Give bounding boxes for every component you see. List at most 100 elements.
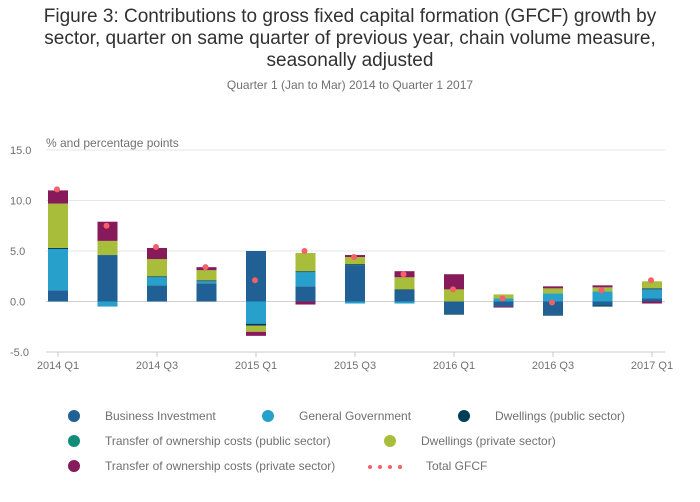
legend-swatch: [368, 465, 424, 469]
x-tick-label: 2016 Q3: [532, 360, 574, 372]
bar-segment: [295, 253, 316, 272]
y-tick-label: 10.0: [10, 196, 31, 208]
legend-swatch: [68, 460, 80, 472]
bar-segment: [147, 277, 167, 286]
x-tick-label: 2015 Q1: [235, 360, 277, 372]
bar-segment: [48, 247, 68, 249]
bar-segment: [345, 257, 365, 265]
legend-label: General Government: [299, 409, 412, 423]
bar-segment: [642, 289, 662, 299]
legend-label: Dwellings (public sector): [495, 409, 626, 423]
bar-segment: [543, 314, 563, 316]
bar-segment: [543, 293, 563, 302]
total-gfcf-point: [103, 222, 110, 229]
chart-plot: % and percentage points 15.0 10.0 5.0 0.0 -5…: [10, 136, 673, 372]
y-tick-label: -5.0: [10, 347, 29, 359]
bar-segment: [543, 286, 563, 289]
bar-segment: [592, 291, 613, 302]
legend-swatch: [384, 435, 396, 447]
total-gfcf-point: [400, 271, 407, 278]
bar-segment: [196, 283, 217, 302]
bar-segment: [444, 289, 464, 302]
chart-title-line: Figure 3: Contributions to gross fixed c…: [43, 6, 657, 27]
total-gfcf-point: [301, 248, 308, 254]
bar-segment: [246, 331, 266, 336]
bar-segment: [444, 313, 464, 315]
bar-segment: [592, 301, 613, 306]
bar-segment: [394, 289, 415, 291]
legend-label: Dwellings (private sector): [421, 434, 556, 448]
total-gfcf-point: [450, 286, 456, 293]
bar-segment: [592, 305, 613, 307]
legend-swatch: [68, 435, 80, 447]
y-tick-label: 5.0: [10, 246, 25, 258]
bar-segment: [493, 306, 514, 308]
bar-segment: [295, 272, 316, 287]
bar-segment: [295, 271, 316, 273]
total-gfcf-point: [351, 254, 357, 261]
bar-segment: [48, 248, 68, 291]
x-tick-label: 2014 Q1: [37, 360, 79, 372]
total-gfcf-point: [54, 186, 60, 193]
bar-segment: [196, 281, 217, 284]
chart-title: Figure 3: Contributions to gross fixed c…: [0, 6, 700, 72]
bar-segment: [246, 323, 266, 326]
bar-segment: [345, 264, 365, 266]
bar-segment: [295, 301, 316, 305]
bar-segment: [147, 259, 167, 277]
bar-segment: [543, 288, 563, 294]
bar-segment: [48, 290, 68, 302]
bar-segment: [444, 274, 464, 290]
bar-segment: [147, 276, 167, 278]
bar-segment: [642, 281, 662, 289]
bar-segment: [97, 255, 118, 302]
bar-segment: [345, 265, 365, 302]
legend-swatch: [68, 410, 80, 422]
legend-swatch: [262, 410, 274, 422]
legend-label: Transfer of ownership costs (public sect…: [105, 434, 331, 448]
total-markers: [54, 186, 654, 306]
y-axis-label: % and percentage points: [46, 136, 179, 150]
legend-swatch: [458, 410, 470, 422]
x-tick-label: 2017 Q1: [631, 360, 673, 372]
bar-segment: [444, 301, 464, 314]
legend-label: Business Investment: [105, 409, 216, 423]
x-tick-label: 2014 Q3: [136, 360, 178, 372]
y-tick-labels: 15.0 10.0 5.0 0.0 -5.0: [10, 145, 31, 359]
legend: Business Investment General Government Dwe…: [0, 398, 700, 488]
bar-segment: [394, 290, 415, 302]
bar-segment: [592, 285, 613, 288]
legend-label: Transfer of ownership costs (private sec…: [105, 459, 336, 473]
bar-segment: [246, 301, 266, 324]
chart-title-line: sector, quarter on same quarter of previ…: [44, 28, 656, 49]
chart-subtitle: Quarter 1 (Jan to Mar) 2014 to Quarter 1…: [226, 78, 474, 92]
bar-segment: [97, 221, 118, 241]
bar-segment: [394, 301, 415, 304]
bars: [48, 190, 662, 336]
bar-segment: [543, 301, 563, 315]
bar-segment: [642, 301, 662, 304]
bar-segment: [345, 301, 365, 304]
total-gfcf-point: [202, 264, 209, 271]
y-tick-label: 15.0: [10, 145, 31, 157]
bar-segment: [147, 247, 167, 260]
bar-segment: [97, 301, 118, 307]
bar-segment: [196, 280, 217, 282]
total-gfcf-point: [153, 243, 159, 250]
bar-segment: [642, 288, 662, 290]
bar-segment: [493, 301, 514, 307]
bar-segment: [642, 298, 662, 302]
x-axis: 2014 Q1 2014 Q3 2015 Q1 2015 Q3 2016 Q1 2016 …: [37, 351, 673, 372]
total-gfcf-point: [499, 295, 506, 302]
y-tick-label: 0.0: [10, 297, 25, 309]
chart-title-line: seasonally adjusted: [266, 50, 434, 71]
bar-segment: [196, 270, 217, 281]
bar-segment: [48, 190, 68, 204]
bar-segment: [295, 286, 316, 302]
legend-label: Total GFCF: [426, 459, 488, 473]
bar-segment: [246, 325, 266, 332]
x-tick-label: 2016 Q1: [433, 360, 475, 372]
total-gfcf-point: [648, 277, 654, 284]
bar-segment: [394, 277, 415, 290]
